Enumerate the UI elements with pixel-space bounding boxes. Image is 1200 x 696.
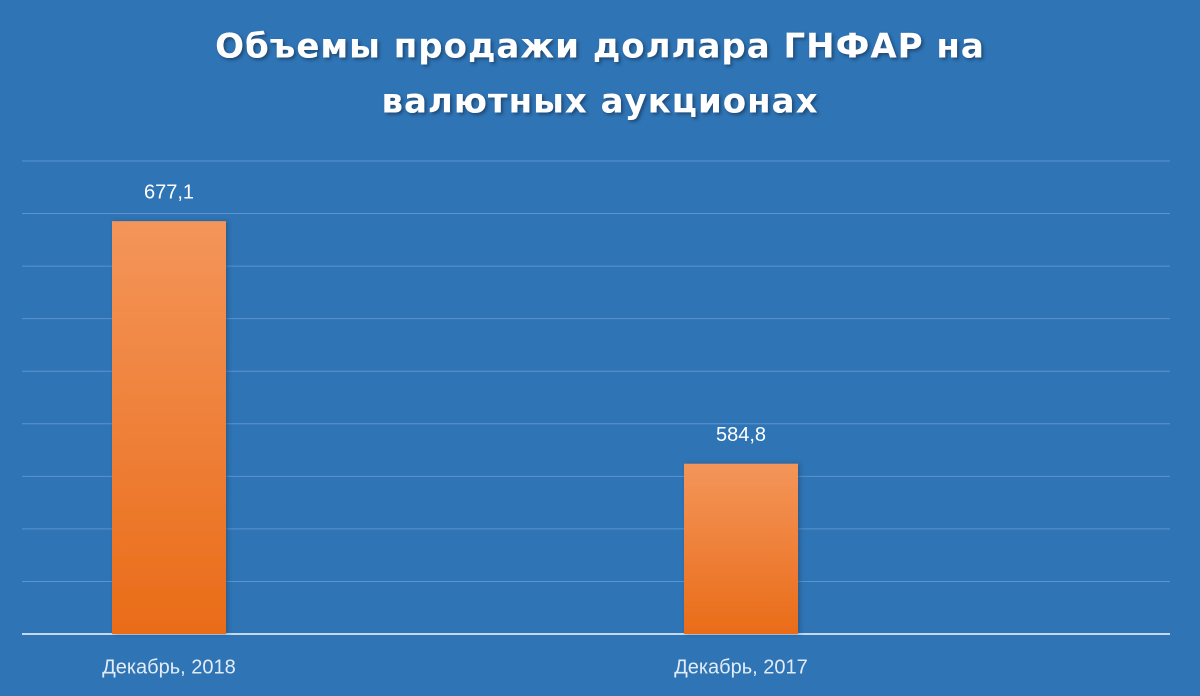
value-label: 584,8 — [716, 424, 766, 446]
chart-title: валютных аукционах — [381, 82, 818, 122]
chart-title: Объемы продажи доллара ГНФАР на — [215, 27, 985, 67]
x-tick-label: Декабрь, 2018 — [102, 656, 236, 678]
bar — [684, 463, 798, 634]
bar — [112, 221, 226, 634]
x-tick-label: Декабрь, 2017 — [674, 656, 808, 678]
value-label: 677,1 — [144, 181, 194, 203]
